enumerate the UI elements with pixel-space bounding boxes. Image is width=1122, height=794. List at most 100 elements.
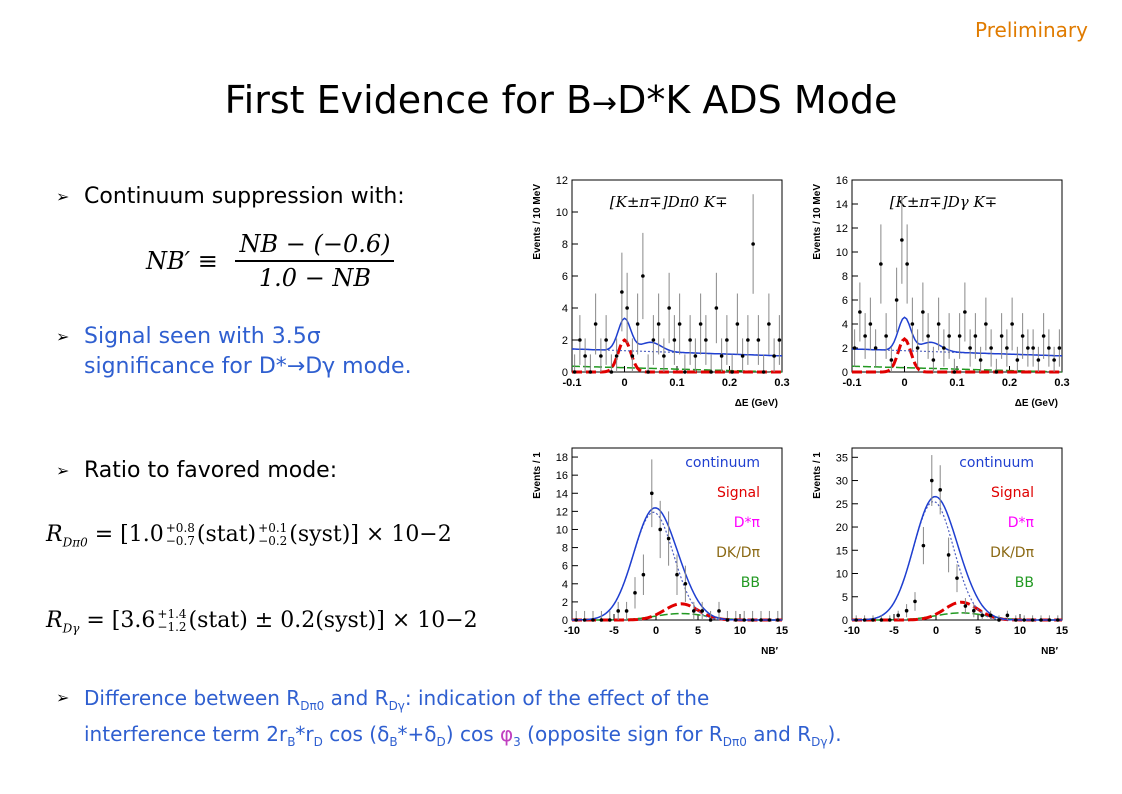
arrow-icon: → bbox=[286, 354, 306, 379]
x-tick-label: 5 bbox=[695, 625, 701, 637]
data-point bbox=[683, 370, 687, 374]
data-point bbox=[746, 338, 750, 342]
y-tick-label: 8 bbox=[842, 271, 848, 283]
x-tick-label: 0 bbox=[653, 625, 659, 637]
data-point bbox=[650, 491, 654, 496]
curve-signal bbox=[572, 602, 782, 622]
data-point bbox=[604, 338, 608, 342]
data-point bbox=[574, 618, 578, 622]
data-point bbox=[873, 346, 878, 350]
data-point bbox=[1036, 358, 1041, 362]
data-point bbox=[871, 618, 875, 622]
y-tick-label: 25 bbox=[836, 499, 848, 511]
y-axis-label: Events / 1 bbox=[532, 452, 543, 499]
arrow-bullet-icon: ➢ bbox=[56, 327, 70, 346]
data-point bbox=[1056, 618, 1060, 622]
data-point bbox=[905, 262, 909, 266]
y-tick-label: 2 bbox=[562, 335, 568, 347]
y-tick-label: 10 bbox=[836, 247, 848, 259]
data-point bbox=[740, 354, 745, 358]
y-tick-label: 12 bbox=[556, 175, 568, 187]
curve-bb bbox=[851, 365, 1063, 373]
data-point bbox=[708, 618, 713, 622]
data-point bbox=[692, 609, 696, 613]
data-point bbox=[997, 618, 1001, 622]
data-point bbox=[646, 370, 650, 374]
x-tick-label: 15 bbox=[1056, 625, 1068, 637]
data-point bbox=[955, 576, 959, 580]
x-tick-label: 0.3 bbox=[1054, 377, 1069, 389]
data-point bbox=[625, 306, 629, 310]
y-tick-label: 6 bbox=[562, 271, 568, 283]
y-axis-label: Events / 10 MeV bbox=[532, 184, 543, 260]
y-tick-label: 16 bbox=[556, 470, 568, 482]
data-point bbox=[989, 346, 993, 350]
legend-continuum: continuum bbox=[959, 455, 1034, 471]
x-tick-label: 15 bbox=[776, 625, 788, 637]
data-point bbox=[926, 334, 930, 338]
bullet-signal: ➢ Signal seen with 3.5σ significance for… bbox=[56, 324, 412, 379]
data-point bbox=[641, 572, 646, 577]
y-tick-label: 0 bbox=[562, 615, 568, 627]
data-point bbox=[735, 322, 740, 326]
bullet-ratio: ➢ Ratio to favored mode: bbox=[56, 456, 337, 486]
data-point bbox=[879, 618, 884, 622]
y-tick-label: 5 bbox=[842, 592, 848, 604]
plot-nb-dpi0: 0 2 4 6 8 10 12 14 16 18 -10 -5 0 5 10 15 NB′ Events / 1 bbox=[530, 440, 790, 660]
data-point bbox=[1030, 618, 1035, 622]
data-point bbox=[862, 618, 867, 622]
data-point bbox=[759, 618, 763, 622]
legend-dkdpi: DK/Dπ bbox=[716, 545, 760, 561]
data-point bbox=[852, 346, 857, 350]
plot-frame bbox=[851, 179, 1063, 373]
x-tick-label: -0.1 bbox=[563, 377, 582, 389]
slide-title: First Evidence for B→D*K ADS Mode bbox=[224, 78, 898, 122]
y-tick-label: 4 bbox=[562, 579, 568, 591]
x-axis-label: ΔE (GeV) bbox=[735, 398, 778, 409]
data-point bbox=[572, 370, 577, 374]
x-axis-label: ΔE (GeV) bbox=[1015, 398, 1058, 409]
preliminary-label: Preliminary bbox=[975, 18, 1088, 42]
data-point bbox=[662, 354, 666, 358]
legend-bb: BB bbox=[1014, 575, 1034, 591]
data-point bbox=[614, 354, 619, 358]
data-point bbox=[889, 358, 894, 362]
data-point bbox=[994, 370, 999, 374]
data-point bbox=[651, 338, 656, 342]
data-point bbox=[957, 334, 962, 338]
data-point bbox=[913, 599, 917, 604]
arrow-icon: → bbox=[592, 86, 618, 121]
data-point bbox=[963, 310, 967, 314]
data-point bbox=[854, 618, 858, 622]
data-point bbox=[666, 536, 671, 541]
data-point bbox=[599, 354, 603, 358]
x-tick-label: 0 bbox=[901, 377, 907, 389]
data-point bbox=[938, 488, 942, 492]
data-point bbox=[1057, 346, 1062, 350]
curve-fit bbox=[851, 495, 1062, 621]
y-tick-label: 0 bbox=[842, 367, 848, 379]
data-point bbox=[608, 618, 612, 622]
data-point bbox=[942, 346, 946, 350]
legend-dkdpi: DK/Dπ bbox=[990, 545, 1034, 561]
y-tick-label: 14 bbox=[836, 199, 848, 211]
data-point bbox=[582, 618, 587, 622]
y-tick-label: 6 bbox=[842, 295, 848, 307]
data-point bbox=[725, 338, 729, 342]
data-point bbox=[1039, 618, 1043, 622]
data-point bbox=[583, 354, 587, 358]
data-point bbox=[750, 618, 755, 622]
data-point bbox=[972, 608, 976, 613]
data-point bbox=[988, 613, 993, 618]
curve-fit bbox=[572, 317, 783, 357]
data-point bbox=[1047, 346, 1051, 350]
y-tick-label: 35 bbox=[836, 452, 848, 464]
bullet-difference: ➢ Difference between RDπ0 and RDγ: indic… bbox=[56, 686, 842, 749]
y-tick-label: 20 bbox=[836, 522, 848, 534]
data-point bbox=[984, 322, 988, 326]
curve-signal bbox=[572, 338, 782, 374]
data-point bbox=[978, 358, 983, 362]
x-axis-label: NB′ bbox=[761, 646, 778, 657]
curve-bb bbox=[571, 365, 783, 373]
data-point bbox=[675, 572, 679, 577]
